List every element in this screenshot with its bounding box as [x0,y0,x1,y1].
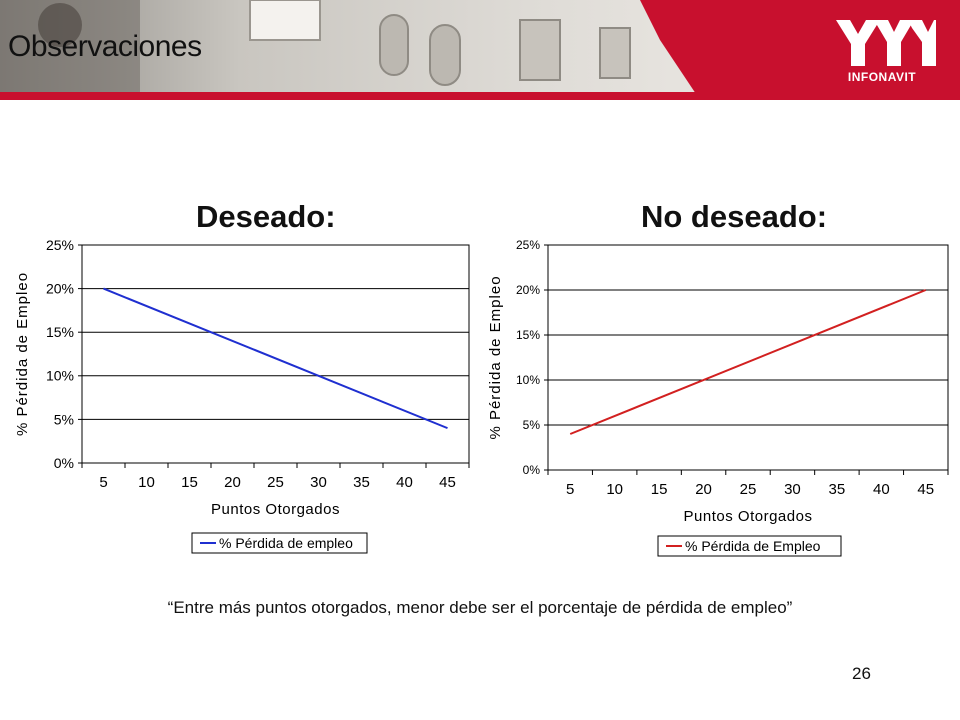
infonavit-logo [836,20,936,66]
legend-box [657,535,842,557]
slide-number: 26 [852,664,871,683]
x-tick-label: 5 [99,474,107,491]
page-title: Observaciones [8,30,202,63]
chart-desired: 0% 5% 10% 15% 20% 25% 5 10 15 20 25 30 35 40 45 Puntos … [14,237,470,554]
y-tick-label: 5% [523,418,541,432]
x-tick-label: 35 [829,481,846,498]
x-tick-label: 45 [439,474,456,491]
chart-heading-undesired: No deseado: [641,199,828,234]
x-tick-label: 25 [740,481,757,498]
y-tick-label: 20% [516,283,540,297]
x-tick-label: 25 [267,474,284,491]
x-tick-label: 10 [138,474,155,491]
x-tick-label: 10 [606,481,623,498]
x-tick-label: 40 [873,481,890,498]
legend-box [191,532,368,554]
y-tick-label: 15% [516,328,540,342]
header-photo-banner [0,0,960,100]
x-tick-label: 40 [396,474,413,491]
legend-label: % Pérdida de Empleo [685,538,821,554]
chart-heading-desired: Deseado: [196,199,336,234]
x-tick-label: 35 [353,474,370,491]
y-tick-label: 0% [54,455,74,471]
x-axis-label: Puntos Otorgados [211,501,340,518]
x-tick-label: 30 [310,474,327,491]
y-tick-label: 15% [46,324,74,340]
x-tick-label: 45 [917,481,934,498]
slide-header: Observaciones INFONAVIT [0,0,960,100]
x-tick-label: 20 [224,474,241,491]
plot-area [547,244,949,471]
y-tick-label: 20% [46,281,74,297]
quote-text: “Entre más puntos otorgados, menor debe … [167,598,793,617]
legend-label: % Pérdida de empleo [219,535,353,551]
y-axis-label: % Pérdida de Empleo [14,272,31,436]
plot-area [81,244,470,464]
y-tick-label: 25% [516,238,540,252]
y-tick-label: 10% [516,373,540,387]
series-line [103,287,448,430]
x-tick-label: 15 [651,481,668,498]
x-tick-label: 20 [695,481,712,498]
x-axis-label: Puntos Otorgados [684,508,813,525]
x-tick-label: 15 [181,474,198,491]
series-line [569,289,927,435]
x-tick-label: 5 [566,481,574,498]
y-tick-label: 25% [46,237,74,253]
x-tick-label: 30 [784,481,801,498]
y-tick-label: 5% [54,411,74,427]
chart-undesired: 0% 5% 10% 15% 20% 25% 5 10 15 20 25 30 35 40 45 Puntos … [487,238,949,557]
y-tick-label: 10% [46,368,74,384]
y-axis-label: % Pérdida de Empleo [487,275,504,439]
y-tick-label: 0% [523,463,541,477]
logo-text: INFONAVIT [847,70,917,84]
